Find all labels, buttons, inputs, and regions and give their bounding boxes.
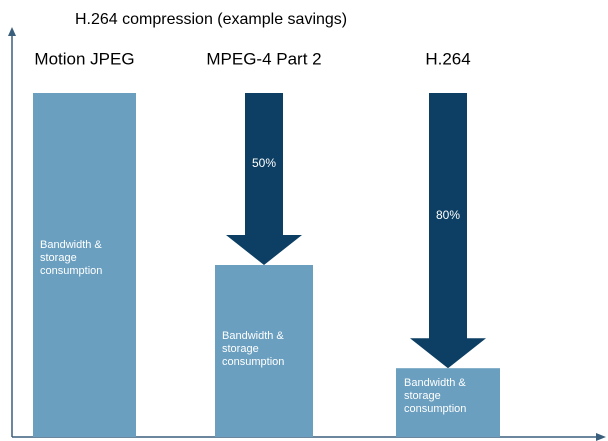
bar — [215, 265, 313, 437]
bar-text: Bandwidth & — [40, 239, 102, 251]
bar — [396, 368, 500, 437]
x-axis-arrow — [596, 433, 606, 441]
bar-text: consumption — [40, 265, 102, 277]
saving-arrow — [410, 93, 486, 369]
bar-text: consumption — [404, 403, 466, 415]
bar-text: Bandwidth & — [404, 377, 466, 389]
bar-text: storage — [222, 343, 259, 355]
saving-arrow — [226, 93, 302, 265]
bar-text: consumption — [222, 356, 284, 368]
bar-text: Bandwidth & — [222, 330, 284, 342]
bar-text: storage — [40, 252, 77, 264]
bar-text: storage — [404, 390, 441, 402]
chart-title: H.264 compression (example savings) — [75, 11, 347, 28]
saving-label: 50% — [252, 156, 276, 170]
category-label: H.264 — [425, 49, 470, 68]
category-label: Motion JPEG — [34, 49, 134, 68]
y-axis-arrow — [8, 27, 16, 36]
bar — [33, 93, 136, 437]
category-label: MPEG-4 Part 2 — [206, 49, 321, 68]
saving-label: 80% — [436, 208, 460, 222]
